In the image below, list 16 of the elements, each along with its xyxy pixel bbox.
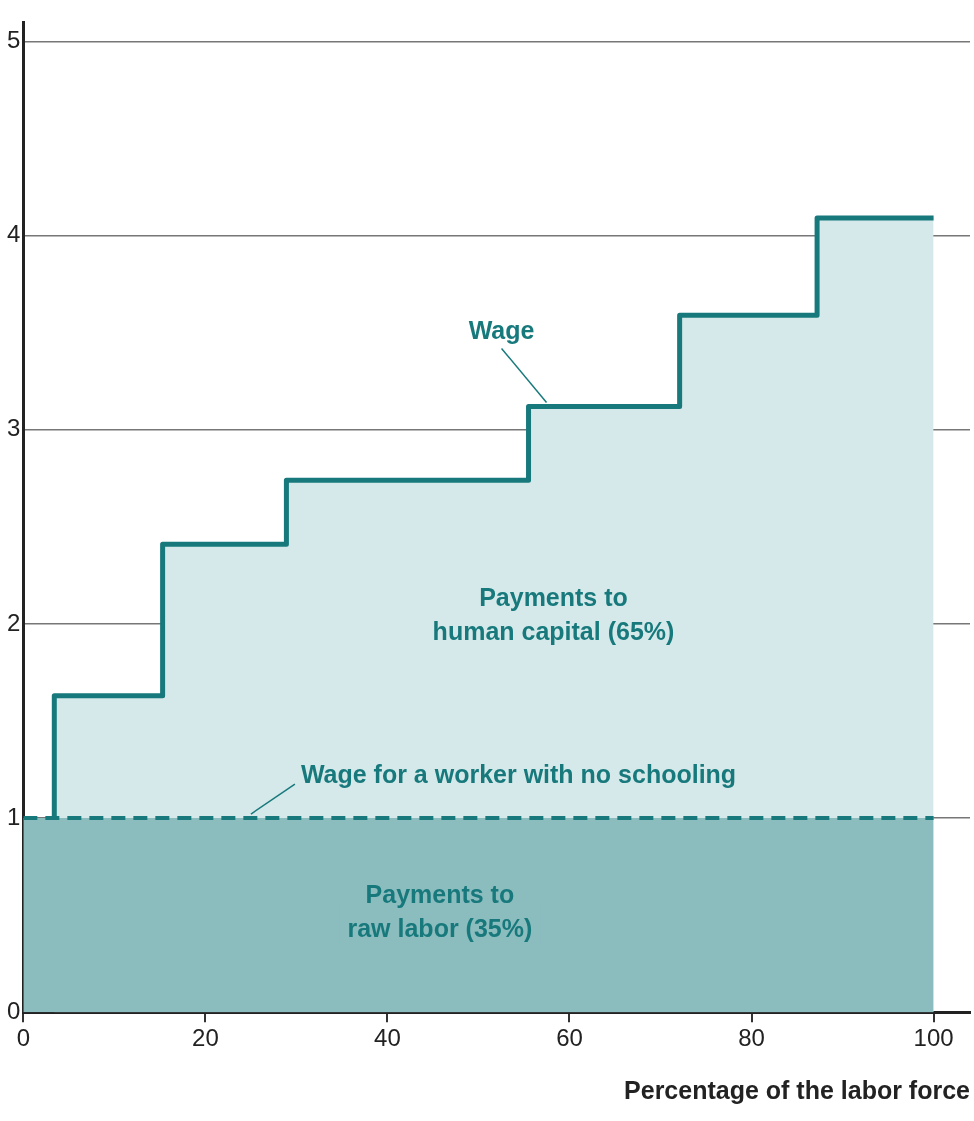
x-tick-label: 60 (556, 1024, 583, 1052)
text: Wage (468, 316, 535, 345)
annotation: Payments to human capital (65%) (432, 583, 675, 646)
y-tick-label: 4 (6, 220, 21, 248)
y-tick-label: 5 (6, 26, 21, 54)
x-tick-label: 20 (192, 1024, 219, 1052)
y-tick-label: 0 (6, 996, 21, 1024)
annotation: Payments to raw labor (35%) (347, 880, 533, 943)
x-tick-label: 40 (374, 1024, 401, 1052)
series-label: Wage for a worker with no schooling (300, 759, 737, 788)
y-tick-label: 2 (6, 608, 21, 636)
y-tick-label: 1 (6, 802, 21, 830)
x-tick-label: 100 (913, 1024, 954, 1052)
x-tick-label: 80 (738, 1024, 765, 1052)
x-axis-title: Percentage of the labor force (624, 1075, 971, 1104)
y-tick-label: 3 (6, 414, 21, 442)
